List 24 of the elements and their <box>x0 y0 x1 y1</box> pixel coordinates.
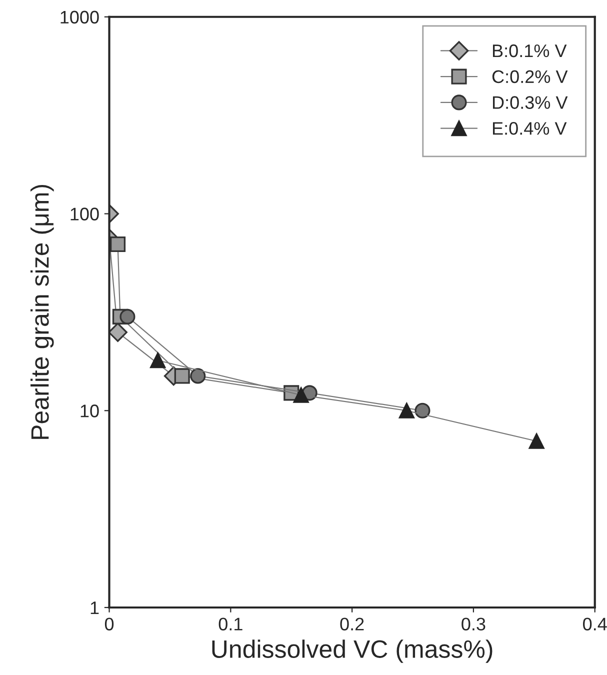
point <box>110 236 126 252</box>
x-tick-label: 0.4 <box>583 618 607 630</box>
legend-label: C:0.2% V <box>492 70 568 84</box>
legend-label: E:0.4% V <box>492 122 567 135</box>
y-tick-label: 100 <box>70 208 99 220</box>
y-axis-title: Pearlite grain size (μm) <box>30 184 54 439</box>
point <box>120 308 136 324</box>
x-tick-label: 0.3 <box>462 618 486 630</box>
legend-label: B:0.1% V <box>492 44 567 58</box>
legend-label: D:0.3% V <box>492 96 568 109</box>
x-tick-label: 0.2 <box>340 618 364 630</box>
y-tick-label: 1 <box>90 602 99 614</box>
y-tick-label: 1000 <box>60 10 99 24</box>
point <box>293 387 309 403</box>
point <box>528 433 544 449</box>
x-axis-title: Undissolved VC (mass%) <box>212 640 492 663</box>
y-tick-label: 10 <box>80 404 99 418</box>
point <box>414 402 430 418</box>
point <box>190 368 206 384</box>
point <box>398 402 414 418</box>
x-tick-label: 0.1 <box>218 618 242 630</box>
point <box>150 352 166 368</box>
x-tick-label: 0 <box>104 618 114 630</box>
point <box>174 368 190 384</box>
